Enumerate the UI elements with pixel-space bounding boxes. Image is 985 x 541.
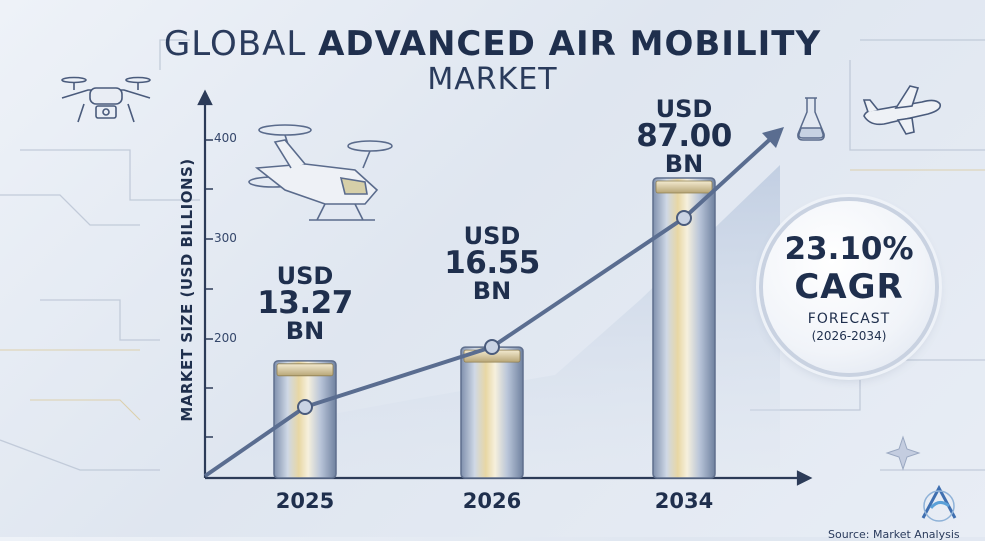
title-bold: ADVANCED AIR MOBILITY (318, 24, 822, 64)
drone-icon (61, 76, 151, 123)
y-tick-label-200: 200 (214, 331, 237, 345)
evtol-aircraft-icon (248, 124, 393, 221)
trend-point-2034 (676, 210, 692, 226)
data-label-value: 13.27 (257, 285, 353, 321)
trend-point-2025 (297, 399, 313, 415)
data-label-currency: USD (463, 222, 521, 250)
decor-gold-lines (0, 169, 985, 421)
y-ticks (205, 139, 213, 438)
x-tick-label-2026: 2026 (462, 489, 522, 513)
data-label-2034: USD 87.00 BN (636, 97, 732, 176)
data-label-value: 87.00 (636, 118, 732, 154)
cagr-forecast: FORECAST (807, 311, 891, 327)
data-label-unit: BN (285, 317, 325, 345)
decor-lines (0, 39, 985, 471)
bar-cap (655, 180, 713, 194)
airplane-icon (862, 85, 942, 135)
data-label-currency: USD (276, 262, 334, 290)
bar-2034 (652, 177, 716, 479)
trend-point-2026 (484, 339, 500, 355)
y-tick-label-400: 400 (214, 131, 237, 145)
background-area (205, 165, 780, 478)
cagr-label: CAGR (794, 267, 904, 307)
title-light: GLOBAL (163, 24, 319, 64)
bar-2025 (273, 360, 337, 479)
cagr-badge: 23.10% CAGR FORECAST (2026-2034) (763, 201, 935, 373)
y-tick-label-300: 300 (214, 231, 237, 245)
source-note: Source: Market Analysis (828, 528, 960, 541)
chart-title: GLOBAL ADVANCED AIR MOBILITY (0, 24, 985, 64)
chart-title-line2: MARKET (427, 62, 558, 97)
bar-body (273, 360, 337, 479)
cagr-period: (2026-2034) (811, 329, 887, 343)
flask-icon (797, 97, 825, 141)
brand-logo-icon (921, 484, 957, 522)
bar-body (460, 346, 524, 479)
cagr-value: 23.10% (784, 231, 914, 267)
x-tick-label-2025: 2025 (275, 489, 335, 513)
bar-body (652, 177, 716, 479)
data-label-unit: BN (664, 150, 704, 178)
bar-2026 (460, 346, 524, 479)
x-tick-label-2034: 2034 (654, 489, 714, 513)
data-label-2025: USD 13.27 BN (257, 264, 353, 343)
y-axis-label: MARKET SIZE (USD BILLIONS) (178, 158, 196, 422)
data-label-value: 16.55 (444, 245, 540, 281)
bar-cap (276, 363, 334, 377)
data-label-currency: USD (655, 95, 713, 123)
data-label-unit: BN (472, 277, 512, 305)
data-label-2026: USD 16.55 BN (444, 224, 540, 303)
trend-arrowhead (762, 127, 784, 148)
sparkle-icon (885, 435, 921, 471)
